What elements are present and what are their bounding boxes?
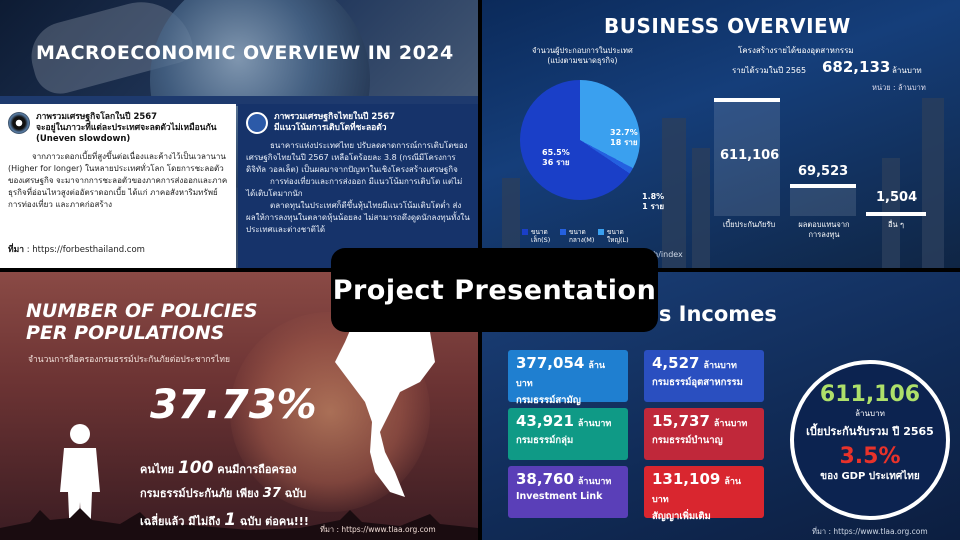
- tile-investment-link: 38,760 ล้านบาท Investment Link: [508, 466, 628, 518]
- bar-premium-value: 611,106: [720, 148, 780, 163]
- riders-silhouette: [0, 508, 478, 540]
- bar-investment-label: ผลตอบแทนจาก การลงทุน: [798, 220, 850, 239]
- bar-other-label: อื่น ๆ: [887, 220, 905, 229]
- bar-other: [866, 212, 926, 216]
- slide-business-overview: BUSINESS OVERVIEW จำนวนผู้ประกอบการในประ…: [482, 0, 960, 268]
- total-premium-circle: 611,106 ล้านบาท เบี้ยประกันรับรวม ปี 256…: [790, 360, 950, 520]
- slide-subtitle: จำนวนการถือครองกรมธรรม์ประกันภัยต่อประชา…: [28, 355, 230, 365]
- slide-macroeconomic: MACROECONOMIC OVERVIEW IN 2024 ภาพรวมเศร…: [0, 0, 478, 268]
- bar-premium: [714, 98, 780, 216]
- tile-ordinary: 377,054 ล้านบาท กรมธรรม์สามัญ: [508, 350, 628, 406]
- card-heading: ภาพรวมเศรษฐกิจโลกในปี 2567: [36, 112, 158, 122]
- card-body-2: การท่องเที่ยวและการส่งออก มีแนวโน้มการเต…: [246, 177, 463, 198]
- source-text: ที่มา : https://www.tlaa.org.com: [320, 525, 436, 534]
- pie-title: จำนวนผู้ประกอบการในประเทศ (แบ่งตามขนาดธุร…: [532, 46, 633, 65]
- card-body-1: ธนาคารแห่งประเทศไทย ปรับลดคาดการณ์การเติ…: [246, 141, 468, 174]
- tile-group: 43,921 ล้านบาท กรมธรรม์กลุ่ม: [508, 408, 628, 460]
- card-body: จากภาวะดอกเบี้ยที่สูงขึ้นต่อเนื่องและค้า…: [8, 152, 228, 209]
- slide-policies-per-population: NUMBER OF POLICIES PER POPULATIONS จำนวนก…: [0, 272, 478, 540]
- slide-title: BUSINESS OVERVIEW: [604, 14, 851, 38]
- business-size-pie: [520, 80, 640, 200]
- bar-investment: [790, 184, 856, 216]
- tile-riders: 131,109 ล้านบาท สัญญาเพิ่มเติม: [644, 466, 764, 522]
- legend-medium: ขนาด กลาง(M): [560, 228, 594, 244]
- source-text: ที่มา : https://forbesthailand.com: [8, 245, 145, 255]
- pie-label-small: 65.5% 36 ราย: [542, 148, 570, 167]
- card-subheading-en: (Uneven slowdown): [36, 134, 131, 144]
- thai-economy-card: ภาพรวมเศรษฐกิจไทยในปี 2567 มีแนวโน้มการเ…: [238, 104, 478, 268]
- globe-icon: [8, 112, 30, 134]
- person-silhouette: [60, 424, 100, 540]
- card-subheading: จะอยู่ในภาวะที่แต่ละประเทศจะลดตัวไม่เหมื…: [36, 123, 217, 133]
- slide-title: NUMBER OF POLICIES PER POPULATIONS: [26, 300, 258, 344]
- legend-small: ขนาด เล็ก(S): [522, 228, 550, 244]
- bar-investment-value: 69,523: [798, 164, 849, 179]
- slide-title: MACROECONOMIC OVERVIEW IN 2024: [36, 42, 454, 64]
- card-subheading: มีแนวโน้มการเติบโตที่ชะลอตัว: [274, 123, 387, 133]
- legend-large: ขนาด ใหญ่(L): [598, 228, 629, 244]
- pie-label-medium: 1.8% 1 ราย: [642, 192, 665, 211]
- bar-premium-label: เบี้ยประกันภัยรับ: [722, 220, 776, 229]
- source-fragment: th/index: [650, 250, 683, 259]
- revenue-label: รายได้รวมในปี 2565: [732, 66, 807, 75]
- unit-note: หน่วย : ล้านบาท: [872, 83, 926, 92]
- world-economy-card: ภาพรวมเศรษฐกิจโลกในปี 2567 จะอยู่ในภาวะท…: [0, 104, 236, 268]
- tile-industrial: 4,527 ล้านบาท กรมธรรม์อุตสาหกรรม: [644, 350, 764, 402]
- revenue-unit: ล้านบาท: [892, 66, 922, 75]
- thailand-map-icon: [246, 112, 268, 134]
- stat-line-2: กรมธรรม์ประกันภัย เพียง 37 ฉบับ: [140, 486, 307, 501]
- slide-premiums-incomes: ums Incomes 377,054 ล้านบาท กรมธรรม์สามัญ…: [482, 272, 960, 540]
- stat-line-1: คนไทย 100 คนมีการถือครอง: [140, 458, 297, 478]
- card-body-3: ตลาดทุนในประเทศก็ดีขึ้นหุ้นไทยมีแนวโน้มเ…: [246, 201, 470, 234]
- bar-other-value: 1,504: [876, 190, 918, 205]
- source-text: ที่มา : https://www.tlaa.org.com: [812, 527, 928, 536]
- card-heading: ภาพรวมเศรษฐกิจไทยในปี 2567: [274, 112, 396, 122]
- stat-line-3: เฉลี่ยแล้ว มีไม่ถึง 1 ฉบับ ต่อคน!!!: [140, 510, 309, 530]
- tile-pension: 15,737 ล้านบาท กรมธรรม์บำนาญ: [644, 408, 764, 460]
- revenue-value: 682,133: [822, 58, 891, 76]
- banner-title: Project Presentation: [332, 274, 657, 306]
- revenue-title: โครงสร้างรายได้ของอุตสาหกรรม: [738, 46, 854, 55]
- pie-label-large: 32.7% 18 ราย: [610, 128, 638, 147]
- divider: [0, 96, 478, 106]
- thailand-map-icon: [335, 302, 435, 497]
- project-presentation-banner: Project Presentation: [331, 248, 658, 332]
- policy-percentage: 37.73%: [150, 382, 317, 428]
